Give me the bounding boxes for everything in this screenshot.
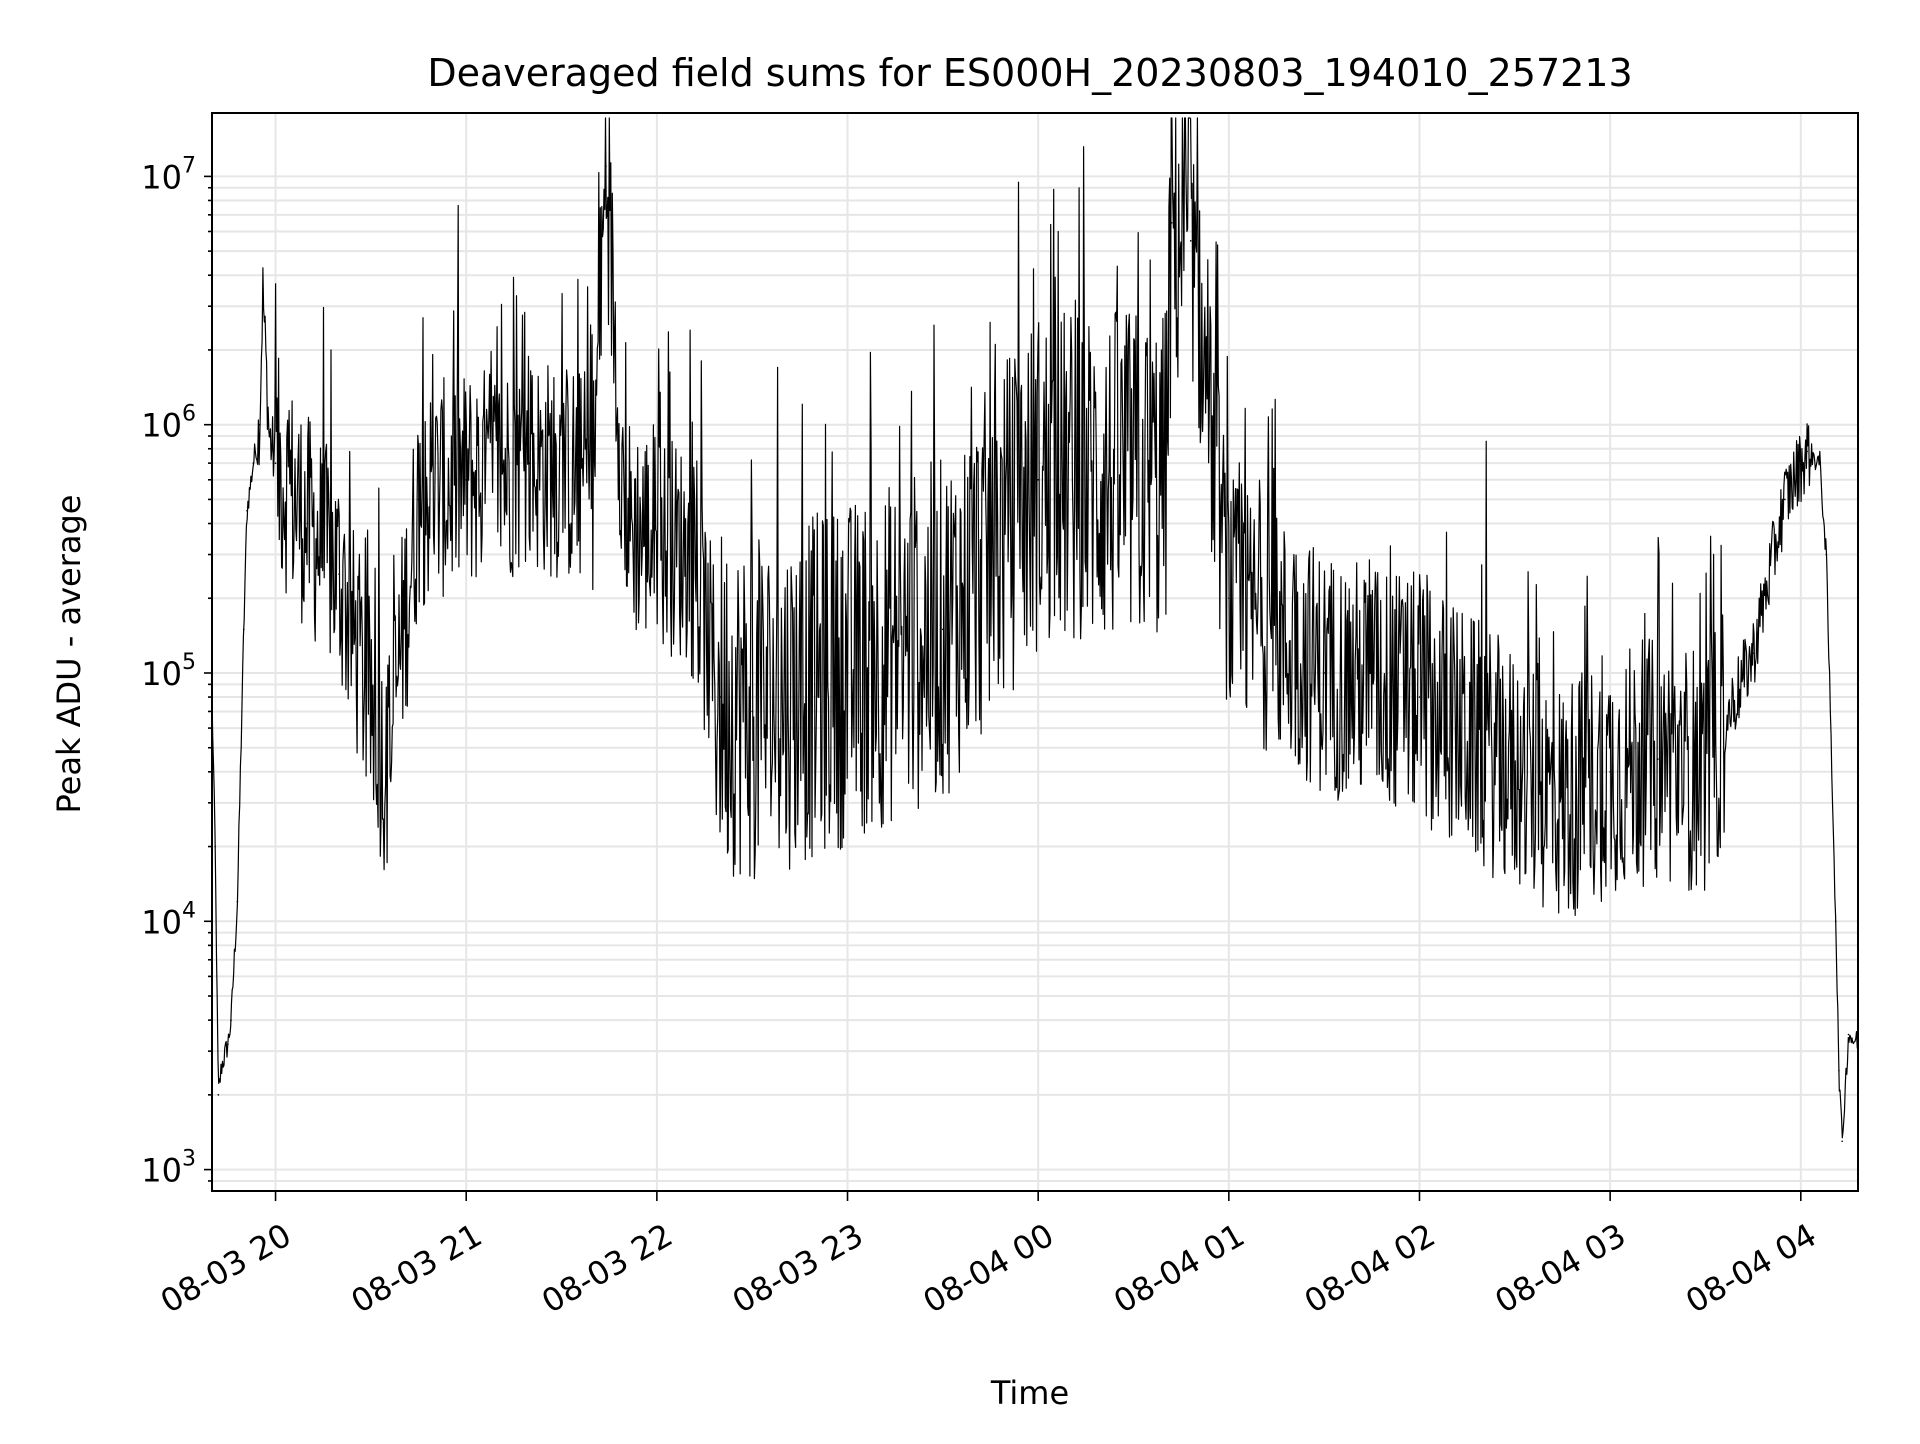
data-point <box>274 462 277 464</box>
grid-layer <box>212 113 1858 1191</box>
data-point <box>258 423 261 426</box>
y-tick-label: 106 <box>141 402 196 445</box>
data-point <box>246 509 248 512</box>
data-point <box>592 478 595 481</box>
data-point <box>220 1065 223 1068</box>
data-point <box>1752 652 1754 655</box>
y-tick-label: 103 <box>141 1147 196 1190</box>
data-point <box>1784 498 1786 501</box>
data-point <box>1847 1033 1850 1036</box>
plot-frame <box>211 112 1859 1192</box>
data-point <box>214 845 216 848</box>
y-tick-label: 107 <box>141 153 196 196</box>
data-point <box>1418 696 1421 698</box>
data-point <box>1561 802 1564 804</box>
data-point <box>751 710 753 713</box>
data-point <box>1189 240 1192 242</box>
data-point <box>338 573 340 575</box>
chart-title: Deaveraged field sums for ES000H_2023080… <box>427 51 1632 95</box>
data-point <box>1609 771 1611 773</box>
data-point <box>268 435 270 437</box>
data-point <box>1514 771 1516 773</box>
data-point <box>1825 553 1828 556</box>
data-point <box>1841 1140 1843 1143</box>
data-point <box>1164 478 1167 481</box>
data-point <box>624 522 626 525</box>
data-point <box>1838 1069 1840 1072</box>
data-point <box>1228 597 1230 600</box>
y-tick-label: 104 <box>141 898 196 941</box>
data-point <box>1834 920 1837 923</box>
data-point <box>385 771 388 773</box>
data-point <box>465 478 468 481</box>
data-point <box>1170 222 1173 224</box>
data-point <box>217 1094 220 1096</box>
data-point <box>1323 672 1325 674</box>
y-axis-label: Peak ADU - average <box>50 495 88 814</box>
data-point <box>242 628 245 631</box>
data-point <box>1657 758 1659 760</box>
data-point <box>1704 771 1707 773</box>
x-axis-label: Time <box>990 1374 1069 1412</box>
data-point <box>370 710 372 713</box>
data-point <box>417 498 420 501</box>
y-tick-label: 105 <box>141 650 196 693</box>
data-point <box>942 628 944 631</box>
data-point <box>262 288 264 291</box>
data-point <box>227 1043 229 1045</box>
data-point <box>236 900 239 903</box>
data-point <box>605 165 607 167</box>
data-point <box>306 522 309 525</box>
data-point <box>1806 450 1808 453</box>
data-point <box>1819 462 1821 464</box>
data-point <box>252 462 255 464</box>
data-point <box>528 462 531 464</box>
data-point <box>1037 478 1039 481</box>
data-point <box>719 696 722 698</box>
data-point <box>230 1019 232 1021</box>
data-point <box>846 672 849 674</box>
data-point <box>687 553 690 556</box>
